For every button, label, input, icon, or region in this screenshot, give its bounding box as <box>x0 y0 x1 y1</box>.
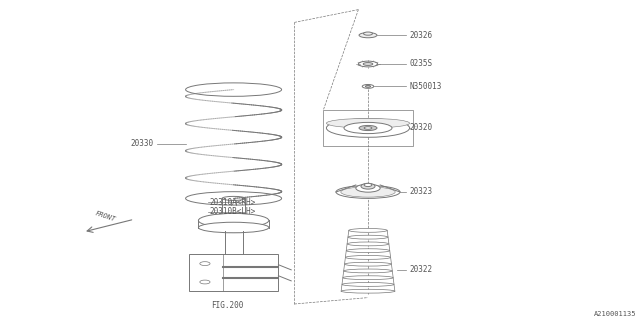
Bar <box>323 110 413 146</box>
Ellipse shape <box>364 32 372 35</box>
Ellipse shape <box>326 118 410 128</box>
Text: 20330: 20330 <box>131 140 154 148</box>
Text: 20310B<LH>: 20310B<LH> <box>210 207 256 216</box>
Ellipse shape <box>222 228 245 232</box>
Text: FRONT: FRONT <box>95 210 116 222</box>
Ellipse shape <box>340 187 396 197</box>
Ellipse shape <box>341 289 395 293</box>
Ellipse shape <box>344 262 392 266</box>
Ellipse shape <box>364 127 372 129</box>
Text: 20310A<RH>: 20310A<RH> <box>210 198 256 207</box>
Ellipse shape <box>364 183 372 187</box>
Ellipse shape <box>198 222 269 233</box>
Ellipse shape <box>222 196 245 200</box>
Ellipse shape <box>336 186 400 198</box>
Text: 0235S: 0235S <box>410 60 433 68</box>
Ellipse shape <box>347 242 389 246</box>
Ellipse shape <box>344 269 392 273</box>
Ellipse shape <box>198 213 269 228</box>
Ellipse shape <box>342 283 394 286</box>
Bar <box>189 254 278 291</box>
Ellipse shape <box>346 249 390 252</box>
Text: N350013: N350013 <box>410 82 442 91</box>
Text: 20326: 20326 <box>410 31 433 40</box>
Text: 20322: 20322 <box>410 265 433 275</box>
Ellipse shape <box>361 183 375 189</box>
Text: A210001135: A210001135 <box>595 311 637 317</box>
Ellipse shape <box>365 85 371 87</box>
Ellipse shape <box>344 122 392 134</box>
Ellipse shape <box>364 63 372 65</box>
Text: 20320: 20320 <box>410 124 433 132</box>
Ellipse shape <box>348 235 388 239</box>
Ellipse shape <box>346 255 390 259</box>
Ellipse shape <box>359 125 377 131</box>
Ellipse shape <box>358 61 378 67</box>
Text: FIG.200: FIG.200 <box>211 301 243 310</box>
Ellipse shape <box>326 119 410 137</box>
Ellipse shape <box>343 276 393 280</box>
Ellipse shape <box>362 84 374 88</box>
Ellipse shape <box>349 228 387 232</box>
Ellipse shape <box>356 184 380 192</box>
Ellipse shape <box>359 33 377 38</box>
Text: 20323: 20323 <box>410 188 433 196</box>
